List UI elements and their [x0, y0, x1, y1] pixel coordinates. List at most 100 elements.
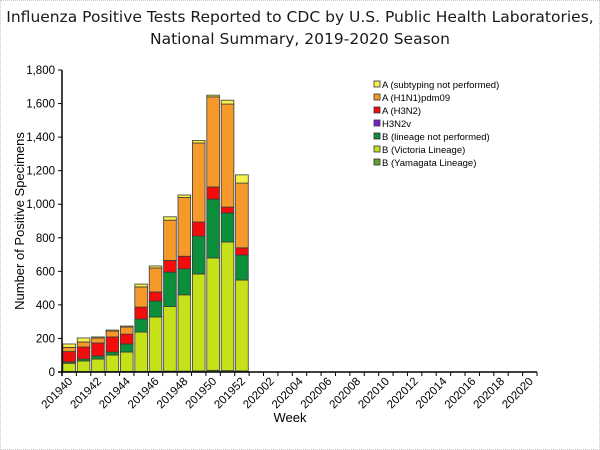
x-tick-label: 202018 — [472, 376, 508, 412]
bar-segment-b-lineage-not-performed — [235, 254, 249, 281]
x-tick-label: 202012 — [385, 376, 421, 412]
y-tick-label: 1,600 — [26, 99, 55, 111]
legend-swatch — [373, 80, 381, 88]
bar-segment-a-h1n1-pdm09 — [134, 286, 148, 308]
bar-segment-a-subtyping-not-performed — [91, 336, 105, 339]
bar-segment-a-subtyping-not-performed — [105, 329, 120, 332]
bar-segment-b-lineage-not-performed — [220, 212, 235, 243]
bar-segment-a-subtyping-not-performed — [206, 94, 220, 98]
bar-segment-b-lineage-not-performed — [91, 355, 105, 360]
legend-label: B (lineage not performed) — [382, 132, 490, 143]
legend-item: A (H3N2) — [373, 106, 421, 117]
x-tick-label: 201940 — [40, 376, 76, 412]
bar-segment-a-h1n1-pdm09 — [148, 267, 163, 293]
chart-title-line-2: National Summary, 2019-2020 Season — [150, 30, 450, 48]
bar-segment-b-victoria-lineage — [134, 331, 148, 372]
legend: A (subtyping not performed) A (H1N1)pdm09… — [373, 80, 499, 169]
legend-swatch — [373, 106, 381, 114]
x-tick-label: 202006 — [299, 376, 335, 412]
legend-item: A (H1N1)pdm09 — [373, 93, 450, 104]
y-tick-label: 1,400 — [26, 132, 55, 144]
bar-segment-b-victoria-lineage — [235, 279, 249, 372]
y-tick-label: 1,000 — [26, 199, 55, 211]
bar-segment-a-h3n2 — [148, 291, 163, 302]
bar-segment-a-subtyping-not-performed — [62, 343, 76, 348]
bar-segment-a-h1n1-pdm09 — [105, 330, 120, 338]
bar-segment-b-victoria-lineage — [177, 294, 192, 372]
bar-segment-b-victoria-lineage — [120, 351, 134, 372]
bar-segment-b-lineage-not-performed — [105, 351, 120, 356]
bar-segment-b-lineage-not-performed — [206, 198, 220, 259]
x-tick-label: 201946 — [126, 376, 162, 412]
bar-segment-b-lineage-not-performed — [177, 268, 192, 296]
bar-segment-b-lineage-not-performed — [120, 343, 134, 353]
legend-label: A (H3N2) — [382, 106, 421, 117]
x-tick-label: 201948 — [155, 376, 191, 412]
bar-segment-a-subtyping-not-performed — [134, 283, 148, 288]
bar-segment-b-victoria-lineage — [76, 360, 91, 373]
bar-segment-b-victoria-lineage — [192, 273, 206, 372]
bar-segment-a-h3n2 — [206, 186, 220, 200]
bar-segment-a-subtyping-not-performed — [220, 99, 235, 105]
bar-segment-a-h1n1-pdm09 — [163, 219, 177, 261]
x-tick-label: 201952 — [212, 376, 248, 412]
y-tick-label: 600 — [36, 266, 55, 278]
y-ticks: 0 200 400 600 800 1,000 1,200 1,400 1,600 1,800 — [26, 65, 62, 379]
bar-segment-a-subtyping-not-performed — [120, 325, 134, 328]
bar-segment-b-victoria-lineage — [206, 257, 220, 371]
bar-segment-a-subtyping-not-performed — [76, 337, 91, 343]
bar-segment-b-victoria-lineage — [62, 362, 76, 373]
bar-segment-b-lineage-not-performed — [148, 300, 163, 318]
chart-title-line-1: Influenza Positive Tests Reported to CDC… — [6, 8, 594, 26]
legend-label: A (H1N1)pdm09 — [382, 93, 450, 104]
x-tick-label: 202016 — [443, 376, 479, 412]
legend-swatch — [373, 145, 381, 153]
bar-segment-a-h1n1-pdm09 — [235, 182, 249, 249]
bar-segment-a-subtyping-not-performed — [192, 140, 206, 144]
legend-swatch — [373, 93, 381, 101]
legend-label: A (subtyping not performed) — [382, 80, 499, 91]
legend-label: H3N2v — [382, 119, 411, 130]
bar-segment-a-h3n2 — [220, 206, 235, 214]
legend-label: B (Victoria Lineage) — [382, 145, 465, 156]
bar-segment-a-h1n1-pdm09 — [120, 326, 134, 335]
bar-segment-a-h1n1-pdm09 — [192, 142, 206, 223]
bars-group — [62, 94, 249, 373]
x-ticks: 2019402019422019442019462019482019502019… — [40, 372, 538, 412]
bar-segment-a-h1n1-pdm09 — [177, 197, 192, 257]
bar-segment-a-h3n2 — [120, 333, 134, 345]
bar-segment-b-victoria-lineage — [163, 306, 177, 372]
bar-segment-b-lineage-not-performed — [163, 271, 177, 307]
bar-segment-a-h3n2 — [192, 221, 206, 237]
x-tick-label: 202008 — [328, 376, 364, 412]
bar-segment-a-h3n2 — [163, 260, 177, 273]
x-tick-label: 202020 — [500, 376, 536, 412]
y-tick-label: 400 — [36, 300, 55, 312]
legend-item: B (Yamagata Lineage) — [373, 158, 476, 169]
x-tick-label: 202002 — [241, 376, 277, 412]
bar-segment-a-h3n2 — [105, 336, 120, 353]
y-tick-label: 1,800 — [26, 65, 55, 77]
bar-segment-a-subtyping-not-performed — [177, 194, 192, 198]
bar-segment-b-victoria-lineage — [91, 358, 105, 373]
bar-segment-a-h1n1-pdm09 — [220, 103, 235, 208]
bar-segment-a-subtyping-not-performed — [163, 216, 177, 221]
bar-segment-b-victoria-lineage — [105, 354, 120, 372]
y-tick-label: 800 — [36, 233, 55, 245]
bar-segment-a-h3n2 — [177, 255, 192, 270]
bar-segment-a-subtyping-not-performed — [148, 265, 163, 269]
bar-segment-b-lineage-not-performed — [192, 235, 206, 275]
bar-segment-a-h3n2 — [235, 247, 249, 256]
bar-segment-a-h1n1-pdm09 — [206, 96, 220, 188]
bar-segment-a-h3n2 — [134, 306, 148, 320]
bar-segment-a-h1n1-pdm09 — [76, 341, 91, 348]
x-tick-label: 202010 — [356, 376, 392, 412]
bar-segment-a-h1n1-pdm09 — [91, 337, 105, 344]
y-tick-label: 1,200 — [26, 166, 55, 178]
x-tick-label: 201942 — [68, 376, 104, 412]
y-tick-label: 0 — [49, 367, 55, 379]
legend-item: B (lineage not performed) — [373, 132, 490, 143]
y-tick-label: 200 — [36, 333, 55, 345]
legend-item: B (Victoria Lineage) — [373, 145, 465, 156]
legend-label: B (Yamagata Lineage) — [382, 158, 476, 169]
